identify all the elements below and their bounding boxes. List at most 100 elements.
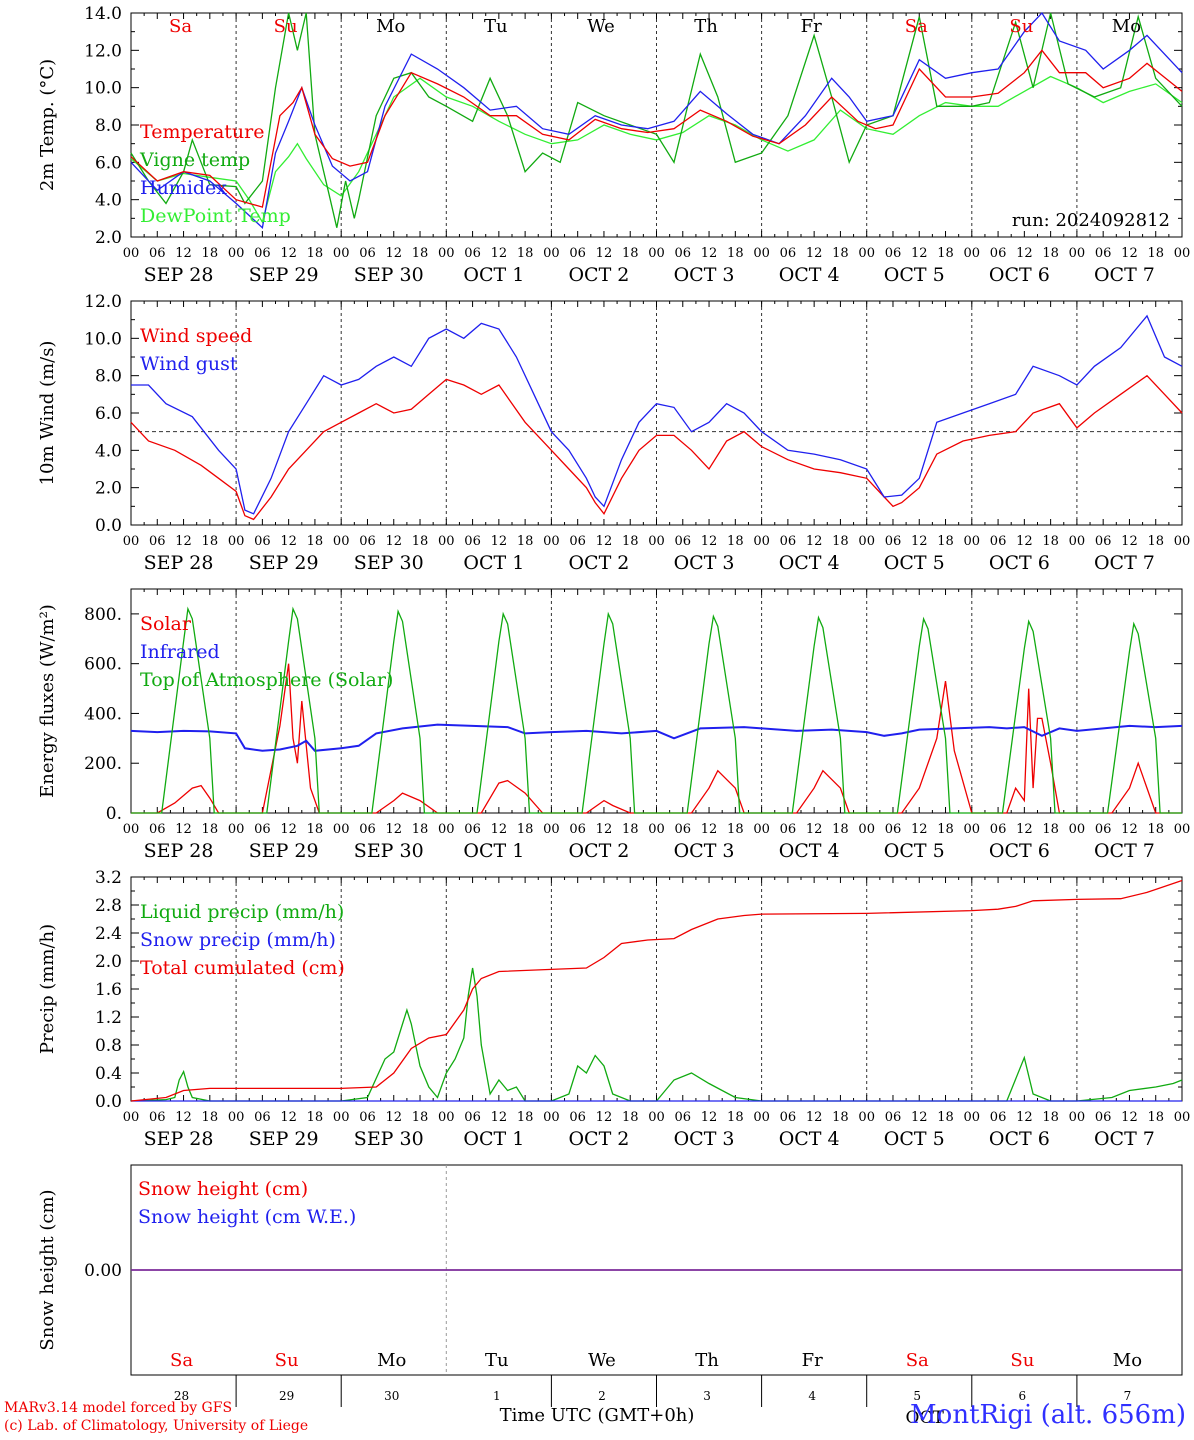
hour-tick-label: 00 [964, 534, 981, 549]
hour-tick-label: 12 [806, 822, 823, 837]
hour-tick-label: 06 [464, 246, 481, 261]
date-label: OCT 6 [989, 264, 1050, 286]
hour-tick-label: 18 [307, 534, 324, 549]
y-tick-label: 8.0 [95, 116, 122, 136]
weekday-label: Tu [484, 16, 508, 37]
hour-tick-label: 06 [1095, 822, 1112, 837]
hour-tick-label: 12 [596, 822, 613, 837]
hour-tick-label: 06 [1095, 1110, 1112, 1125]
hour-tick-label: 18 [832, 246, 849, 261]
y-tick-label: 0.0 [95, 516, 122, 536]
y-tick-label: 0. [106, 804, 122, 824]
date-label: SEP 30 [354, 1128, 424, 1150]
hour-tick-label: 12 [491, 822, 508, 837]
hour-tick-label: 06 [780, 534, 797, 549]
hour-tick-label: 18 [727, 1110, 744, 1125]
hour-tick-label: 18 [412, 246, 429, 261]
weekday-label: Tu [485, 1350, 509, 1371]
hour-tick-label: 18 [1147, 822, 1164, 837]
legend-entry: Humidex [140, 177, 227, 199]
weekday-label: Fr [801, 16, 822, 37]
hour-tick-label: 00 [648, 246, 665, 261]
hour-tick-label: 18 [412, 822, 429, 837]
y-axis-label: Precip (mm/h) [37, 924, 58, 1054]
date-label: SEP 28 [144, 552, 214, 574]
hour-tick-label: 18 [412, 534, 429, 549]
hour-tick-label: 06 [254, 246, 271, 261]
hour-tick-label: 06 [149, 1110, 166, 1125]
hour-tick-label: 18 [937, 246, 954, 261]
y-tick-label: 2.0 [95, 952, 122, 972]
hour-tick-label: 18 [202, 534, 219, 549]
y-tick-label: 2.8 [95, 896, 122, 916]
date-label: OCT 4 [779, 1128, 840, 1150]
hour-tick-label: 18 [307, 822, 324, 837]
hour-tick-label: 00 [438, 534, 455, 549]
y-tick-label: 400. [84, 704, 122, 724]
hour-tick-label: 12 [385, 822, 402, 837]
hour-tick-label: 12 [911, 822, 928, 837]
series-line-vigne-temp [130, 12, 1183, 228]
date-label: SEP 30 [354, 552, 424, 574]
weekday-label: We [588, 1350, 616, 1371]
hour-tick-label: 06 [990, 1110, 1007, 1125]
y-tick-label: 3.2 [95, 868, 122, 888]
hour-tick-label: 12 [175, 246, 192, 261]
day-number-label: 5 [913, 1389, 921, 1403]
date-label: OCT 6 [989, 840, 1050, 862]
hour-tick-label: 12 [1016, 534, 1033, 549]
hour-tick-label: 00 [123, 246, 140, 261]
y-tick-label: 1.6 [95, 980, 122, 1000]
hour-tick-label: 06 [780, 246, 797, 261]
y-tick-label: 200. [84, 754, 122, 774]
hour-tick-label: 00 [858, 534, 875, 549]
date-label: OCT 6 [989, 1128, 1050, 1150]
date-label: SEP 28 [144, 840, 214, 862]
legend-entry: Temperature [140, 121, 264, 143]
hour-tick-label: 12 [911, 534, 928, 549]
day-number-label: 29 [279, 1389, 294, 1403]
weekday-label: Mo [1113, 1350, 1142, 1371]
hour-tick-label: 00 [964, 1110, 981, 1125]
hour-tick-label: 00 [1174, 822, 1191, 837]
date-label: OCT 7 [1094, 552, 1155, 574]
date-label: SEP 28 [144, 1128, 214, 1150]
hour-tick-label: 00 [1174, 1110, 1191, 1125]
hour-tick-label: 00 [333, 534, 350, 549]
hour-tick-label: 06 [254, 534, 271, 549]
hour-tick-label: 18 [1042, 1110, 1059, 1125]
hour-tick-label: 06 [675, 534, 692, 549]
hour-tick-label: 12 [806, 1110, 823, 1125]
day-number-label: 4 [808, 1389, 816, 1403]
hour-tick-label: 06 [675, 1110, 692, 1125]
date-label: OCT 4 [779, 840, 840, 862]
legend-entry: Snow precip (mm/h) [140, 929, 336, 951]
day-number-label: 6 [1019, 1389, 1027, 1403]
hour-tick-label: 18 [307, 246, 324, 261]
hour-tick-label: 18 [202, 822, 219, 837]
series-line-infrared [130, 723, 1183, 752]
hour-tick-label: 18 [622, 246, 639, 261]
date-label: SEP 29 [249, 840, 319, 862]
y-axis-label: 10m Wind (m/s) [37, 341, 58, 486]
hour-tick-label: 00 [1174, 246, 1191, 261]
legend-entry: Snow height (cm) [138, 1178, 308, 1200]
legend-entry: Total cumulated (cm) [140, 957, 345, 979]
y-tick-label: 6.0 [95, 153, 122, 173]
weekday-label: Su [1009, 16, 1033, 37]
hour-tick-label: 18 [937, 534, 954, 549]
hour-tick-label: 12 [1121, 1110, 1138, 1125]
legend-entry: Liquid precip (mm/h) [140, 901, 344, 923]
hour-tick-label: 00 [228, 246, 245, 261]
hour-tick-label: 12 [911, 246, 928, 261]
y-tick-label: 4.0 [95, 441, 122, 461]
hour-tick-label: 12 [175, 822, 192, 837]
hour-tick-label: 00 [123, 822, 140, 837]
weekday-label: Th [695, 1350, 719, 1371]
legend-entry: Snow height (cm W.E.) [138, 1206, 356, 1228]
hour-tick-label: 00 [228, 534, 245, 549]
weekday-label: Mo [1112, 16, 1141, 37]
hour-tick-label: 18 [1147, 246, 1164, 261]
hour-tick-label: 00 [543, 534, 560, 549]
date-label: OCT 7 [1094, 264, 1155, 286]
